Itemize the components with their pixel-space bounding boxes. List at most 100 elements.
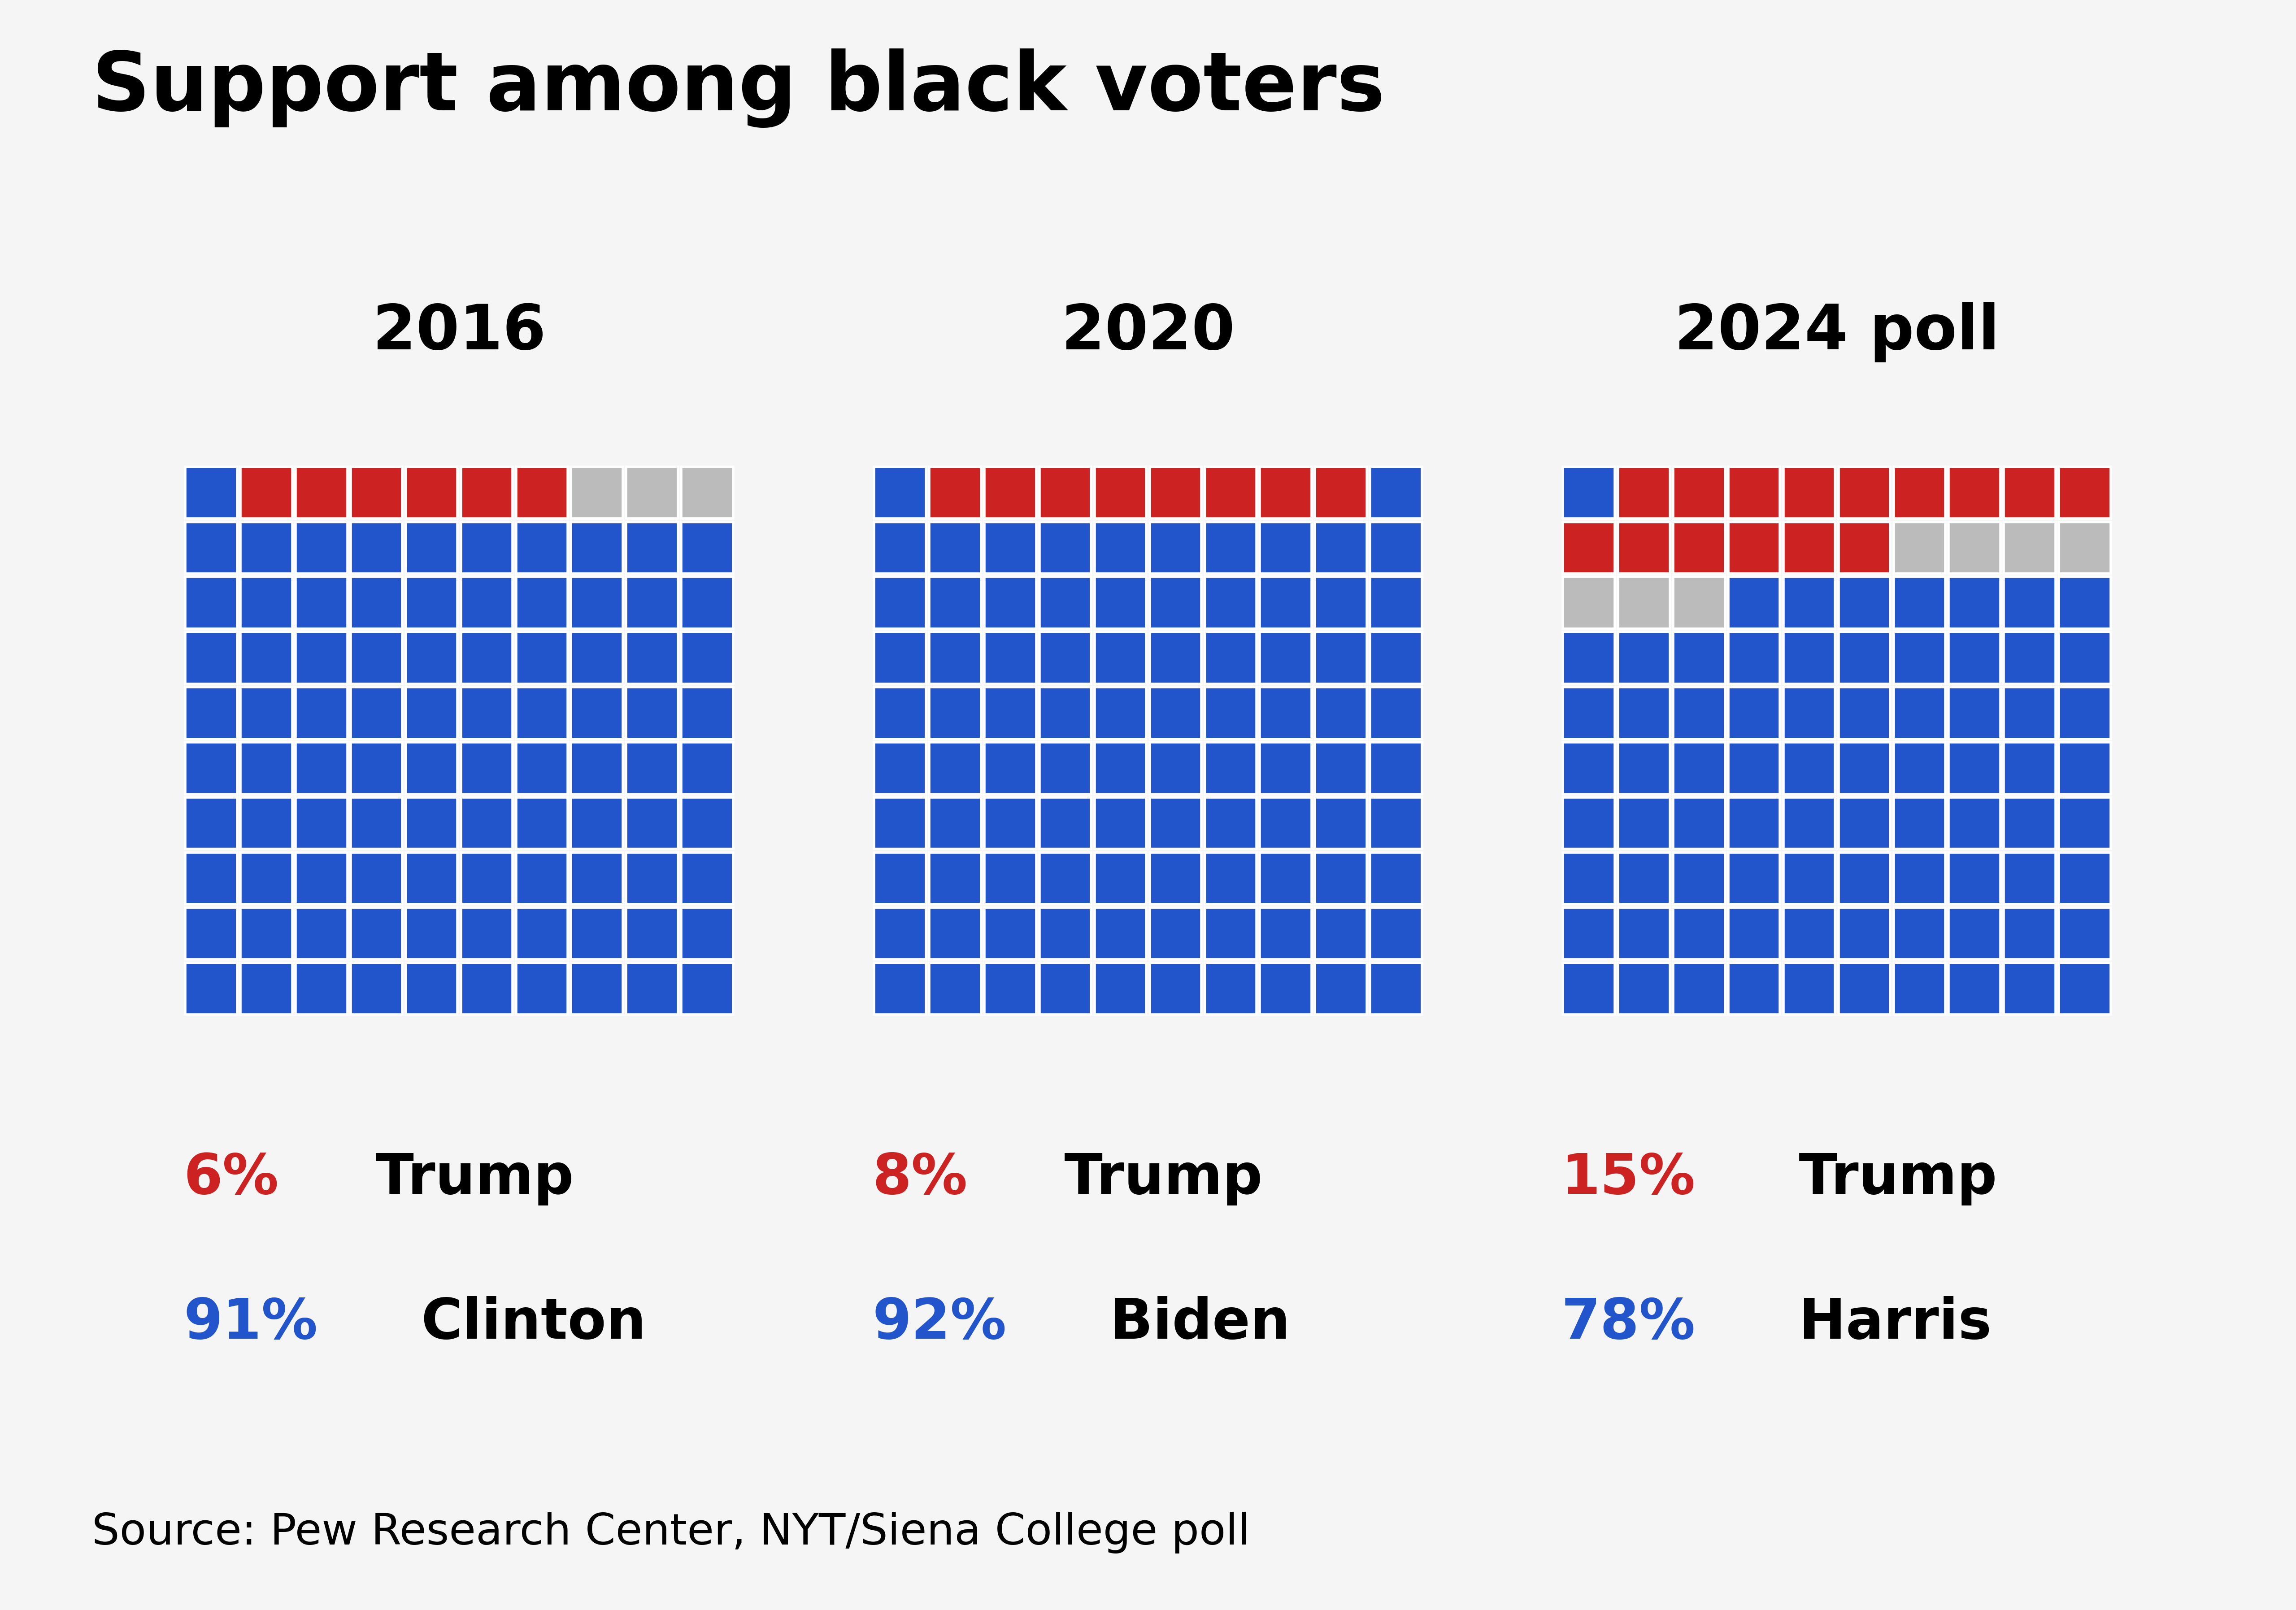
- FancyBboxPatch shape: [1040, 908, 1091, 960]
- FancyBboxPatch shape: [1316, 522, 1366, 573]
- Text: Biden: Biden: [1091, 1296, 1290, 1351]
- FancyBboxPatch shape: [517, 908, 567, 960]
- FancyBboxPatch shape: [930, 908, 980, 960]
- FancyBboxPatch shape: [1371, 576, 1421, 630]
- FancyBboxPatch shape: [241, 467, 292, 518]
- FancyBboxPatch shape: [296, 963, 347, 1014]
- FancyBboxPatch shape: [1095, 467, 1146, 518]
- FancyBboxPatch shape: [1095, 963, 1146, 1014]
- FancyBboxPatch shape: [1205, 576, 1256, 630]
- FancyBboxPatch shape: [1150, 633, 1201, 684]
- FancyBboxPatch shape: [1674, 633, 1724, 684]
- FancyBboxPatch shape: [985, 467, 1035, 518]
- FancyBboxPatch shape: [1261, 522, 1311, 573]
- FancyBboxPatch shape: [461, 908, 512, 960]
- FancyBboxPatch shape: [930, 797, 980, 848]
- FancyBboxPatch shape: [1839, 467, 1890, 518]
- FancyBboxPatch shape: [517, 797, 567, 848]
- FancyBboxPatch shape: [875, 852, 925, 905]
- FancyBboxPatch shape: [1729, 576, 1779, 630]
- FancyBboxPatch shape: [1894, 522, 1945, 573]
- FancyBboxPatch shape: [930, 963, 980, 1014]
- FancyBboxPatch shape: [1619, 687, 1669, 739]
- FancyBboxPatch shape: [1784, 633, 1835, 684]
- FancyBboxPatch shape: [875, 963, 925, 1014]
- FancyBboxPatch shape: [1261, 908, 1311, 960]
- FancyBboxPatch shape: [351, 687, 402, 739]
- FancyBboxPatch shape: [1095, 633, 1146, 684]
- FancyBboxPatch shape: [461, 633, 512, 684]
- FancyBboxPatch shape: [2060, 522, 2110, 573]
- FancyBboxPatch shape: [1205, 522, 1256, 573]
- FancyBboxPatch shape: [517, 963, 567, 1014]
- FancyBboxPatch shape: [1619, 467, 1669, 518]
- FancyBboxPatch shape: [406, 963, 457, 1014]
- FancyBboxPatch shape: [1564, 742, 1614, 794]
- FancyBboxPatch shape: [186, 797, 236, 848]
- FancyBboxPatch shape: [1316, 633, 1366, 684]
- FancyBboxPatch shape: [627, 633, 677, 684]
- FancyBboxPatch shape: [1894, 797, 1945, 848]
- FancyBboxPatch shape: [1150, 576, 1201, 630]
- FancyBboxPatch shape: [930, 467, 980, 518]
- FancyBboxPatch shape: [517, 522, 567, 573]
- FancyBboxPatch shape: [682, 576, 732, 630]
- FancyBboxPatch shape: [1261, 576, 1311, 630]
- FancyBboxPatch shape: [1619, 522, 1669, 573]
- FancyBboxPatch shape: [985, 797, 1035, 848]
- FancyBboxPatch shape: [1784, 742, 1835, 794]
- FancyBboxPatch shape: [572, 908, 622, 960]
- FancyBboxPatch shape: [1674, 687, 1724, 739]
- FancyBboxPatch shape: [1674, 576, 1724, 630]
- FancyBboxPatch shape: [241, 522, 292, 573]
- FancyBboxPatch shape: [1150, 908, 1201, 960]
- FancyBboxPatch shape: [930, 522, 980, 573]
- FancyBboxPatch shape: [1261, 467, 1311, 518]
- FancyBboxPatch shape: [1205, 687, 1256, 739]
- FancyBboxPatch shape: [1371, 797, 1421, 848]
- FancyBboxPatch shape: [985, 852, 1035, 905]
- FancyBboxPatch shape: [1261, 742, 1311, 794]
- FancyBboxPatch shape: [682, 742, 732, 794]
- FancyBboxPatch shape: [517, 576, 567, 630]
- FancyBboxPatch shape: [682, 852, 732, 905]
- FancyBboxPatch shape: [1564, 633, 1614, 684]
- FancyBboxPatch shape: [1150, 742, 1201, 794]
- FancyBboxPatch shape: [2004, 633, 2055, 684]
- FancyBboxPatch shape: [296, 797, 347, 848]
- FancyBboxPatch shape: [1894, 687, 1945, 739]
- FancyBboxPatch shape: [627, 576, 677, 630]
- FancyBboxPatch shape: [1949, 576, 2000, 630]
- FancyBboxPatch shape: [1729, 467, 1779, 518]
- FancyBboxPatch shape: [1729, 963, 1779, 1014]
- FancyBboxPatch shape: [351, 576, 402, 630]
- FancyBboxPatch shape: [1205, 963, 1256, 1014]
- FancyBboxPatch shape: [406, 467, 457, 518]
- FancyBboxPatch shape: [1371, 467, 1421, 518]
- Text: 2024 poll: 2024 poll: [1674, 301, 2000, 362]
- FancyBboxPatch shape: [1784, 522, 1835, 573]
- FancyBboxPatch shape: [1316, 687, 1366, 739]
- FancyBboxPatch shape: [1729, 742, 1779, 794]
- FancyBboxPatch shape: [985, 908, 1035, 960]
- FancyBboxPatch shape: [627, 467, 677, 518]
- FancyBboxPatch shape: [1371, 687, 1421, 739]
- FancyBboxPatch shape: [1729, 908, 1779, 960]
- FancyBboxPatch shape: [572, 576, 622, 630]
- FancyBboxPatch shape: [1674, 963, 1724, 1014]
- FancyBboxPatch shape: [1095, 576, 1146, 630]
- FancyBboxPatch shape: [985, 963, 1035, 1014]
- FancyBboxPatch shape: [1316, 963, 1366, 1014]
- FancyBboxPatch shape: [1095, 908, 1146, 960]
- FancyBboxPatch shape: [572, 742, 622, 794]
- FancyBboxPatch shape: [1205, 742, 1256, 794]
- FancyBboxPatch shape: [1095, 687, 1146, 739]
- FancyBboxPatch shape: [186, 467, 236, 518]
- Text: 2016: 2016: [372, 301, 546, 362]
- FancyBboxPatch shape: [2004, 742, 2055, 794]
- FancyBboxPatch shape: [1674, 522, 1724, 573]
- FancyBboxPatch shape: [2060, 963, 2110, 1014]
- FancyBboxPatch shape: [1784, 852, 1835, 905]
- FancyBboxPatch shape: [1040, 687, 1091, 739]
- FancyBboxPatch shape: [1316, 908, 1366, 960]
